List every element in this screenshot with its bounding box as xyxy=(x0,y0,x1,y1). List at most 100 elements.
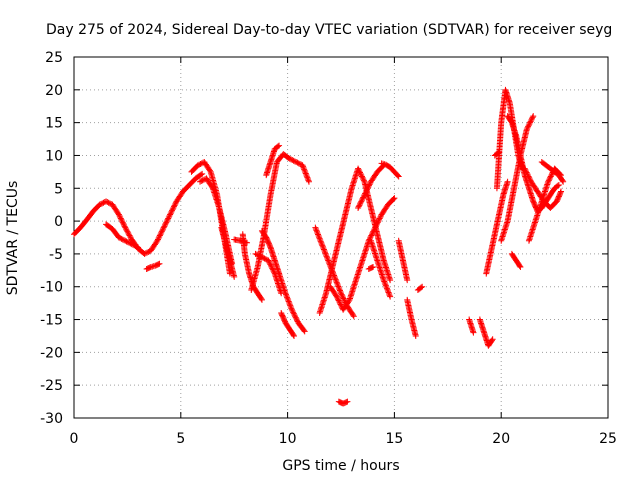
data-series xyxy=(365,264,377,273)
data-point-fill xyxy=(257,253,264,260)
data-series xyxy=(276,270,308,335)
data-point-fill xyxy=(319,243,326,250)
data-point xyxy=(504,178,511,185)
data-point-fill xyxy=(382,281,389,288)
data-point-fill xyxy=(369,229,376,236)
data-point-fill xyxy=(305,177,312,184)
data-point-fill xyxy=(365,183,372,190)
data-point-fill xyxy=(334,280,341,287)
data-point-fill xyxy=(350,312,357,319)
data-series xyxy=(483,178,511,277)
data-marks xyxy=(71,86,567,407)
data-series xyxy=(312,224,357,320)
data-point-fill xyxy=(523,169,530,176)
data-point-fill xyxy=(418,284,425,291)
data-point-fill xyxy=(267,261,274,268)
data-point-fill xyxy=(165,214,172,221)
data-point-fill xyxy=(334,294,341,301)
data-point-fill xyxy=(295,160,302,167)
data-point xyxy=(558,188,565,195)
data-series xyxy=(263,142,283,179)
data-point-fill xyxy=(357,201,364,208)
data-point-fill xyxy=(290,310,297,317)
data-point-fill xyxy=(284,294,291,301)
data-point xyxy=(530,113,537,120)
plot-frame xyxy=(73,56,609,419)
data-point-fill xyxy=(526,174,533,181)
data-point-fill xyxy=(357,199,364,206)
data-point-fill xyxy=(335,284,342,291)
data-point-fill xyxy=(525,173,532,180)
data-point-fill xyxy=(319,242,326,249)
x-tick-label: 25 xyxy=(599,431,617,447)
data-point-fill xyxy=(294,159,301,166)
data-point-fill xyxy=(170,204,177,211)
data-series xyxy=(476,316,496,349)
data-point-fill xyxy=(332,276,339,283)
data-point-fill xyxy=(524,172,531,179)
data-point-fill xyxy=(390,196,397,203)
data-point xyxy=(156,260,163,267)
data-point xyxy=(301,328,308,335)
data-point-fill xyxy=(383,284,390,291)
data-point-fill xyxy=(286,299,293,306)
data-point-fill xyxy=(516,262,523,269)
data-point-fill xyxy=(117,214,124,221)
data-point-fill xyxy=(156,233,163,240)
data-point-fill xyxy=(381,278,388,285)
data-series xyxy=(367,237,394,300)
data-point-fill xyxy=(126,232,133,239)
data-point-fill xyxy=(336,300,343,307)
data-point-fill xyxy=(133,243,140,250)
data-point-fill xyxy=(547,173,554,180)
data-point-fill xyxy=(367,180,374,187)
data-point-fill xyxy=(123,238,130,245)
data-point-fill xyxy=(317,238,324,245)
data-point-fill xyxy=(377,214,384,221)
data-point-fill xyxy=(285,297,292,304)
data-point-fill xyxy=(364,186,371,193)
data-point-fill xyxy=(386,292,393,299)
data-point xyxy=(419,283,426,290)
data-point-fill xyxy=(527,118,534,125)
data-point-fill xyxy=(332,275,339,282)
data-point-fill xyxy=(303,173,310,180)
data-point-fill xyxy=(384,286,391,293)
data-point-fill xyxy=(301,166,308,173)
data-point-fill xyxy=(356,202,363,209)
data-point-fill xyxy=(358,172,365,179)
data-point-fill xyxy=(358,197,365,204)
y-tick-label: 0 xyxy=(54,214,63,230)
data-point xyxy=(370,264,377,271)
data-series xyxy=(103,221,142,251)
data-point-fill xyxy=(373,222,380,229)
data-point xyxy=(197,178,204,185)
x-axis-label: GPS time / hours xyxy=(282,458,399,474)
data-point-fill xyxy=(253,251,260,258)
data-point-fill xyxy=(383,285,390,292)
data-point-fill xyxy=(153,239,160,246)
data-point-fill xyxy=(488,337,495,344)
data-point-fill xyxy=(312,226,319,233)
data-point-fill xyxy=(382,282,389,289)
data-point xyxy=(293,159,300,166)
data-point-fill xyxy=(365,182,372,189)
data-point-fill xyxy=(255,252,262,259)
data-point xyxy=(258,254,265,261)
data-point-fill xyxy=(290,309,297,316)
data-series xyxy=(143,260,163,273)
data-point-fill xyxy=(258,295,265,302)
data-point-fill xyxy=(142,250,149,257)
data-point-fill xyxy=(104,199,111,206)
data-point xyxy=(350,313,357,320)
x-tick-label: 20 xyxy=(492,431,510,447)
data-point xyxy=(380,277,387,284)
data-point-fill xyxy=(283,293,290,300)
data-series xyxy=(248,151,312,294)
data-point-fill xyxy=(291,311,298,318)
data-series xyxy=(504,113,562,215)
data-point-fill xyxy=(338,291,345,298)
data-point-fill xyxy=(370,227,377,234)
data-point-fill xyxy=(337,288,344,295)
